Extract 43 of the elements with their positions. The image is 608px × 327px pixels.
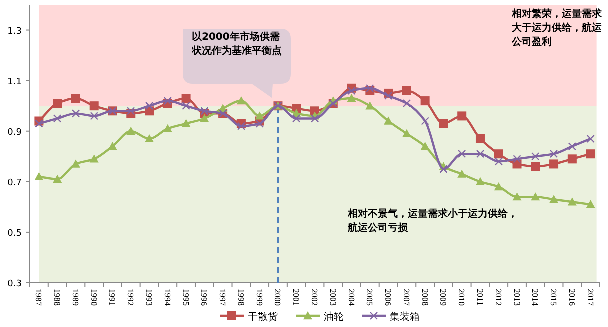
x-tick-label: 1996: [200, 289, 210, 306]
legend-label: 油轮: [324, 311, 344, 323]
x-tick-label: 1995: [181, 289, 192, 306]
legend-label: 集装箱: [390, 311, 420, 323]
x-tick-label: 2002: [310, 289, 320, 306]
x-tick-label: 2017: [586, 289, 596, 306]
x-tick-label: 2013: [512, 289, 522, 306]
x-tick-label: 1988: [52, 289, 63, 306]
x-tick-label: 2010: [457, 289, 468, 306]
x-tick-label: 2011: [475, 289, 486, 306]
y-tick-label: 1.1: [8, 77, 22, 88]
y-tick-label: 0.9: [8, 128, 22, 138]
x-tick-label: 2004: [346, 289, 357, 307]
band: 相对不景气，运量需求小于运力供给，航运公司亏损: [39, 106, 597, 283]
x-tick-label: 1991: [108, 289, 118, 306]
x-tick-label: 2000: [273, 289, 284, 306]
x-tick-label: 2006: [384, 289, 394, 306]
x-tick-label: 1989: [70, 289, 81, 306]
x-tick-label: 2007: [402, 289, 412, 306]
x-tick-label: 2003: [328, 289, 338, 306]
y-tick-label: 0.5: [8, 228, 22, 239]
x-tick-label: 1993: [144, 289, 155, 306]
band-label: 相对繁荣，运量需求大于运力供给，航运公司盈利: [512, 8, 603, 50]
legend-label: 干散货: [248, 311, 278, 323]
x-tick-label: 2012: [494, 289, 504, 306]
x-tick-label: 2015: [549, 289, 560, 306]
x-tick-label: 1994: [162, 289, 173, 307]
x-tick-label: 1987: [34, 289, 44, 306]
x-tick-label: 2008: [420, 289, 430, 306]
x-tick-label: 2005: [365, 289, 376, 306]
y-tick-label: 0.3: [8, 280, 22, 290]
x-tick-label: 1999: [254, 289, 265, 306]
y-tick-label: 1.3: [8, 26, 22, 37]
x-tick-label: 2014: [530, 289, 541, 307]
x-tick-label: 2001: [292, 289, 302, 306]
x-tick-label: 1990: [89, 289, 100, 306]
band-label: 相对不景气，运量需求小于运力供给，航运公司亏损: [348, 208, 518, 236]
x-tick-label: 2009: [438, 289, 449, 306]
x-tick-label: 1992: [126, 289, 136, 306]
x-tick-label: 1998: [236, 289, 246, 306]
x-tick-label: 2016: [567, 289, 578, 306]
x-tick-label: 1997: [218, 289, 228, 306]
y-tick-label: 0.7: [8, 178, 22, 188]
